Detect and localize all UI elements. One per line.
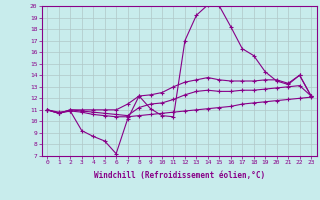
X-axis label: Windchill (Refroidissement éolien,°C): Windchill (Refroidissement éolien,°C) bbox=[94, 171, 265, 180]
